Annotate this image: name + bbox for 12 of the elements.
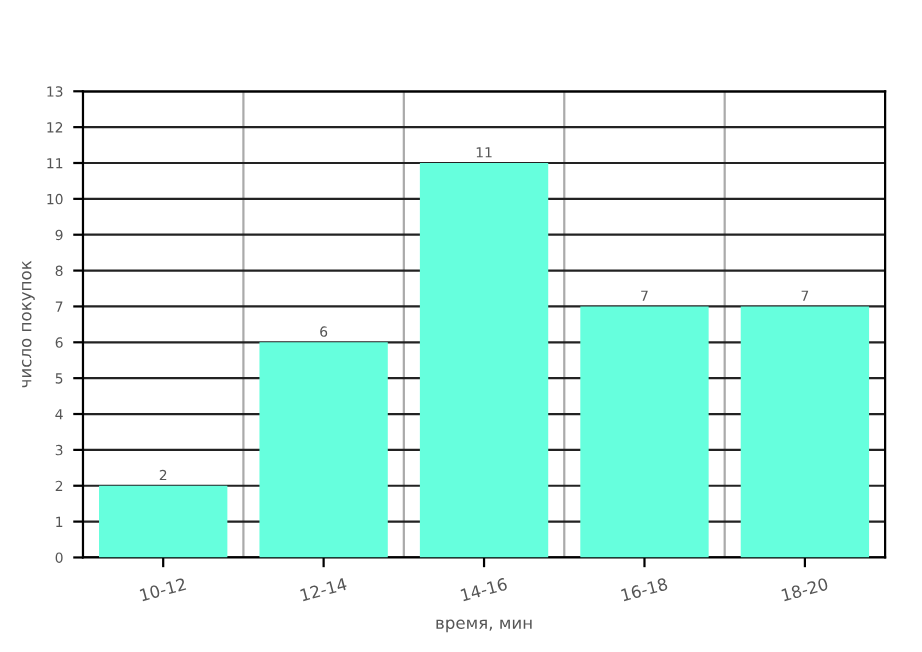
x-tick-label: 12-14 <box>299 577 348 602</box>
bar <box>419 163 549 558</box>
bar <box>580 306 709 558</box>
x-axis-title: время, мин <box>436 619 532 633</box>
bar <box>99 485 228 558</box>
x-tick-label: 16-18 <box>620 577 669 602</box>
x-tick-label: 10-12 <box>139 577 187 602</box>
bar <box>259 342 388 558</box>
bar <box>740 306 870 558</box>
y-axis-title: число покупок <box>21 260 35 388</box>
x-tick-label: 18-20 <box>781 577 829 602</box>
x-tick-label: 14-16 <box>460 577 508 602</box>
